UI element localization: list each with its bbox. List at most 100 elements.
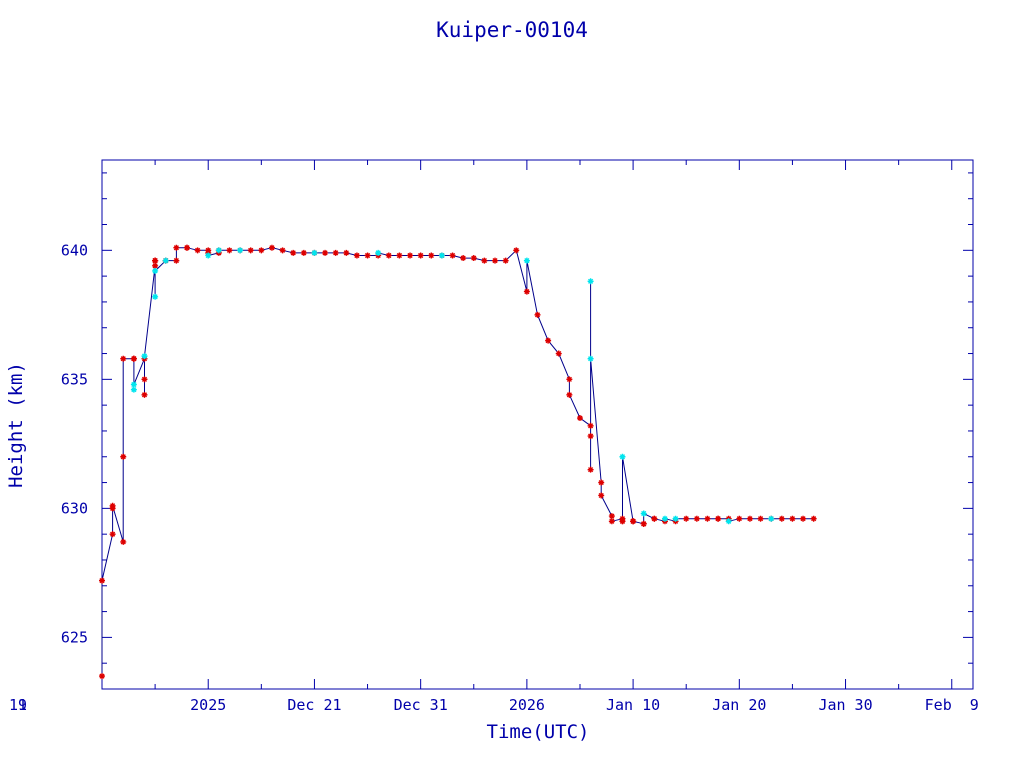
data-point-marker <box>651 515 658 522</box>
data-point-marker <box>428 252 435 259</box>
x-tick-label: Feb 9 <box>925 696 979 714</box>
data-point-marker <box>555 350 562 357</box>
data-point-marker <box>152 257 159 264</box>
data-point-marker <box>322 249 329 256</box>
y-tick-label: 640 <box>61 241 88 259</box>
data-point-marker <box>375 249 382 256</box>
data-point-marker <box>672 515 679 522</box>
data-point-marker <box>523 257 530 264</box>
axis-ticks <box>101 160 973 690</box>
data-point-marker <box>630 518 637 525</box>
data-point-marker <box>619 518 626 525</box>
data-point-marker <box>523 288 530 295</box>
data-point-marker <box>587 422 594 429</box>
data-point-marker <box>173 257 180 264</box>
data-point-marker <box>364 252 371 259</box>
data-point-marker <box>130 381 137 388</box>
data-point-marker <box>757 515 764 522</box>
data-point-marker <box>311 249 318 256</box>
data-point-marker <box>492 257 499 264</box>
data-point-marker <box>587 278 594 285</box>
data-point-marker <box>746 515 753 522</box>
data-point-marker <box>661 515 668 522</box>
data-point-marker <box>417 252 424 259</box>
data-point-marker <box>109 502 116 509</box>
data-point-marker <box>768 515 775 522</box>
data-point-marker <box>279 247 286 254</box>
data-point-marker <box>109 531 116 538</box>
data-point-marker <box>640 510 647 517</box>
x-tick-label: Feb 19 <box>0 696 27 714</box>
x-tick-label: Jan 20 <box>712 696 766 714</box>
data-point-marker <box>194 247 201 254</box>
data-point-marker <box>566 391 573 398</box>
x-tick-label: 2025 <box>190 696 226 714</box>
data-point-marker <box>215 247 222 254</box>
data-point-marker <box>693 515 700 522</box>
data-point-marker <box>715 515 722 522</box>
data-point-marker <box>120 355 127 362</box>
data-point-marker <box>438 252 445 259</box>
data-point-marker <box>141 391 148 398</box>
data-point-marker <box>449 252 456 259</box>
data-point-marker <box>290 249 297 256</box>
data-point-marker <box>141 353 148 360</box>
data-point-marker <box>385 252 392 259</box>
data-point-marker <box>300 249 307 256</box>
data-point-marker <box>130 355 137 362</box>
plot-frame <box>101 159 974 690</box>
data-point-marker <box>152 262 159 269</box>
data-point-marker <box>226 247 233 254</box>
data-point-marker <box>470 255 477 262</box>
data-point-marker <box>725 518 732 525</box>
data-point-marker <box>343 249 350 256</box>
data-point-marker <box>534 311 541 318</box>
data-point-marker <box>353 252 360 259</box>
data-point-marker <box>99 577 105 584</box>
data-point-marker <box>183 244 190 251</box>
data-point-marker <box>789 515 796 522</box>
data-point-marker <box>152 267 159 274</box>
x-axis-label: Time(UTC) <box>487 721 590 743</box>
y-axis-label: Height (km) <box>5 362 27 488</box>
data-point-marker <box>268 244 275 251</box>
data-point-marker <box>258 247 265 254</box>
series-marker-layer <box>99 244 817 680</box>
x-tick-label: Dec 31 <box>394 696 448 714</box>
data-point-marker <box>640 520 647 527</box>
data-point-marker <box>587 433 594 440</box>
data-point-marker <box>683 515 690 522</box>
data-point-marker <box>810 515 817 522</box>
data-point-marker <box>141 376 148 383</box>
data-point-marker <box>120 538 127 545</box>
data-point-marker <box>587 355 594 362</box>
tick-label-layer: 625 630 635 640 2025 Dec 21 Dec 31 2026 Jan 10 Ja… <box>0 241 979 714</box>
series-line <box>101 247 814 677</box>
data-point-marker <box>608 518 615 525</box>
data-point-marker <box>173 244 180 251</box>
data-point-marker <box>99 673 105 680</box>
data-point-marker <box>598 479 605 486</box>
data-point-marker <box>162 257 169 264</box>
data-point-marker <box>502 257 509 264</box>
data-point-marker <box>237 247 244 254</box>
data-point-marker <box>130 386 137 393</box>
data-point-marker <box>576 415 583 422</box>
y-tick-label: 635 <box>61 370 88 388</box>
x-tick-label: Jan 30 <box>818 696 872 714</box>
y-tick-label: 630 <box>61 499 88 517</box>
data-point-marker <box>205 252 212 259</box>
data-point-marker <box>152 293 159 300</box>
data-point-marker <box>566 376 573 383</box>
x-tick-label: Jan 10 <box>606 696 660 714</box>
data-point-marker <box>481 257 488 264</box>
data-point-marker <box>800 515 807 522</box>
data-point-marker <box>247 247 254 254</box>
data-point-marker <box>608 513 615 520</box>
data-point-marker <box>120 453 127 460</box>
series-line-layer <box>101 247 814 677</box>
data-point-marker <box>736 515 743 522</box>
y-tick-label: 625 <box>61 628 88 646</box>
